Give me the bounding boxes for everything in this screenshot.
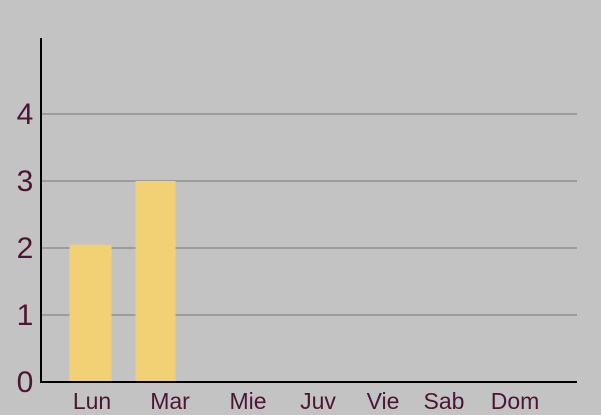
bar-lun — [69, 244, 112, 382]
y-tick-label-0: 0 — [17, 366, 34, 399]
y-tick-label-3: 3 — [17, 165, 34, 198]
grid-lines — [41, 113, 577, 316]
bars — [69, 181, 176, 382]
y-tick-label-2: 2 — [17, 232, 34, 265]
y-tick-labels: 0 1 2 3 4 — [17, 98, 34, 399]
x-tick-label-lun: Lun — [73, 388, 111, 414]
x-tick-label-vie: Vie — [367, 388, 400, 414]
x-tick-label-mar: Mar — [150, 388, 190, 414]
x-tick-label-dom: Dom — [491, 388, 540, 414]
y-tick-label-1: 1 — [17, 299, 34, 332]
x-tick-labels: Lun Mar Mie Juv Vie Sab Dom — [73, 388, 539, 414]
x-tick-label-sab: Sab — [424, 388, 465, 414]
x-tick-label-mie: Mie — [229, 388, 266, 414]
bar-mar — [135, 181, 176, 382]
y-tick-label-4: 4 — [17, 98, 34, 131]
x-tick-label-juv: Juv — [300, 388, 336, 414]
axes — [40, 38, 577, 383]
